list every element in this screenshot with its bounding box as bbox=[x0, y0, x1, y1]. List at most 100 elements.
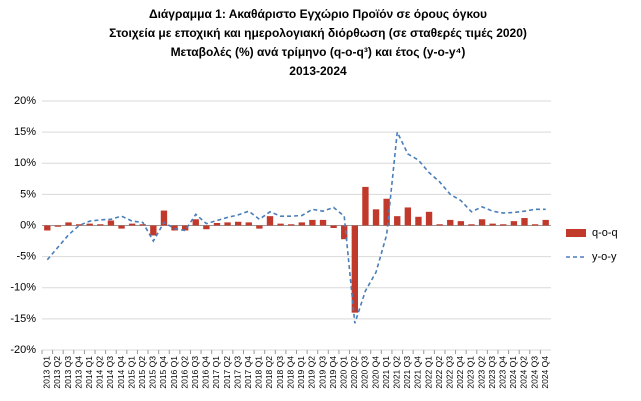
x-tick-label: 2022 Q4 bbox=[455, 356, 465, 389]
x-tick-label: 2018 Q3 bbox=[275, 356, 285, 389]
bar bbox=[510, 221, 518, 226]
bar bbox=[404, 207, 412, 226]
x-tick-label: 2024 Q4 bbox=[540, 356, 550, 389]
x-tick-label: 2014 Q4 bbox=[116, 356, 126, 389]
y-tick-label: -20% bbox=[10, 344, 36, 356]
x-tick-label: 2017 Q3 bbox=[232, 356, 242, 389]
bar bbox=[86, 223, 93, 226]
bar bbox=[383, 198, 390, 226]
y-tick-label: 15% bbox=[14, 126, 36, 138]
bar bbox=[171, 225, 178, 231]
bar bbox=[54, 225, 62, 227]
bar bbox=[531, 224, 539, 226]
bar bbox=[44, 225, 51, 231]
bar bbox=[457, 221, 465, 226]
bar bbox=[181, 225, 189, 231]
x-tick-label: 2024 Q3 bbox=[529, 356, 539, 389]
bar bbox=[192, 219, 199, 226]
x-tick-label: 2023 Q1 bbox=[466, 356, 476, 389]
x-tick-label: 2016 Q3 bbox=[190, 356, 200, 389]
legend-label: q-o-q bbox=[592, 227, 618, 239]
x-tick-label: 2016 Q1 bbox=[169, 356, 179, 389]
x-tick-label: 2024 Q2 bbox=[519, 356, 529, 389]
bar bbox=[288, 224, 295, 226]
x-tick-label: 2023 Q4 bbox=[498, 356, 508, 389]
y-tick-label: -15% bbox=[10, 313, 36, 325]
bar bbox=[542, 219, 549, 226]
chart-title: Διάγραμμα 1: Ακαθάριστο Εγχώριο Προϊόν σ… bbox=[149, 7, 487, 21]
bar bbox=[75, 224, 83, 226]
chart-subtitle: Στοιχεία με εποχική και ημερολογιακή διό… bbox=[109, 26, 527, 40]
x-tick-label: 2024 Q1 bbox=[508, 356, 518, 389]
bar bbox=[97, 224, 104, 226]
bar bbox=[372, 209, 380, 226]
x-tick-label: 2020 Q2 bbox=[349, 356, 359, 389]
x-tick-label: 2018 Q1 bbox=[254, 356, 264, 389]
x-tick-label: 2015 Q2 bbox=[137, 356, 147, 389]
legend-label: y-o-y bbox=[592, 251, 617, 263]
bar bbox=[319, 219, 327, 226]
bar bbox=[415, 216, 422, 226]
chart-subtitle: 2013-2024 bbox=[289, 64, 347, 78]
bar bbox=[447, 219, 454, 226]
bar bbox=[425, 211, 433, 226]
legend-swatch bbox=[566, 229, 586, 237]
bar bbox=[330, 225, 337, 228]
x-tick-label: 2022 Q1 bbox=[423, 356, 433, 389]
x-tick-label: 2015 Q1 bbox=[126, 356, 136, 389]
x-tick-label: 2022 Q3 bbox=[445, 356, 455, 389]
x-tick-label: 2014 Q2 bbox=[95, 356, 105, 389]
x-tick-label: 2020 Q3 bbox=[360, 356, 370, 389]
bar bbox=[362, 186, 369, 226]
bar bbox=[65, 222, 72, 226]
x-tick-label: 2019 Q4 bbox=[328, 356, 338, 389]
x-tick-label: 2019 Q3 bbox=[317, 356, 327, 389]
bar bbox=[224, 222, 231, 226]
x-tick-label: 2013 Q3 bbox=[63, 356, 73, 389]
y-tick-label: 5% bbox=[20, 188, 36, 200]
bar bbox=[256, 225, 263, 229]
x-tick-label: 2015 Q4 bbox=[158, 356, 168, 389]
y-tick-label: 10% bbox=[14, 157, 36, 169]
bar bbox=[298, 222, 305, 226]
x-tick-label: 2017 Q1 bbox=[211, 356, 221, 389]
bar bbox=[277, 223, 284, 226]
x-tick-label: 2019 Q1 bbox=[296, 356, 306, 389]
bar bbox=[107, 220, 115, 226]
x-tick-label: 2016 Q2 bbox=[179, 356, 189, 389]
bar bbox=[394, 216, 401, 226]
x-tick-label: 2016 Q4 bbox=[201, 356, 211, 389]
x-tick-label: 2015 Q3 bbox=[148, 356, 158, 389]
x-tick-label: 2018 Q4 bbox=[285, 356, 295, 389]
x-tick-label: 2021 Q2 bbox=[391, 356, 401, 389]
bar bbox=[118, 225, 125, 229]
x-tick-label: 2017 Q4 bbox=[243, 356, 253, 389]
bar bbox=[266, 216, 274, 226]
x-tick-label: 2023 Q3 bbox=[487, 356, 497, 389]
bar bbox=[521, 218, 528, 226]
bar bbox=[309, 219, 316, 226]
bar bbox=[245, 222, 252, 226]
x-tick-label: 2014 Q3 bbox=[105, 356, 115, 389]
bar bbox=[139, 224, 146, 226]
x-tick-label: 2021 Q3 bbox=[402, 356, 412, 389]
y-tick-label: -5% bbox=[16, 251, 36, 263]
x-tick-label: 2021 Q1 bbox=[381, 356, 391, 389]
x-tick-label: 2013 Q1 bbox=[42, 356, 52, 389]
bar bbox=[213, 223, 221, 226]
bar bbox=[128, 223, 136, 226]
bar bbox=[468, 224, 475, 226]
y-tick-label: 20% bbox=[14, 95, 36, 107]
bar bbox=[436, 224, 443, 226]
x-tick-label: 2013 Q2 bbox=[52, 356, 62, 389]
bar bbox=[160, 210, 168, 226]
bar bbox=[500, 224, 507, 226]
x-tick-label: 2020 Q4 bbox=[370, 356, 380, 389]
x-tick-label: 2013 Q4 bbox=[73, 356, 83, 389]
y-tick-label: 0% bbox=[20, 219, 36, 231]
bar bbox=[234, 221, 242, 226]
bar bbox=[478, 219, 486, 226]
x-tick-label: 2014 Q1 bbox=[84, 356, 94, 389]
bar bbox=[150, 225, 157, 236]
